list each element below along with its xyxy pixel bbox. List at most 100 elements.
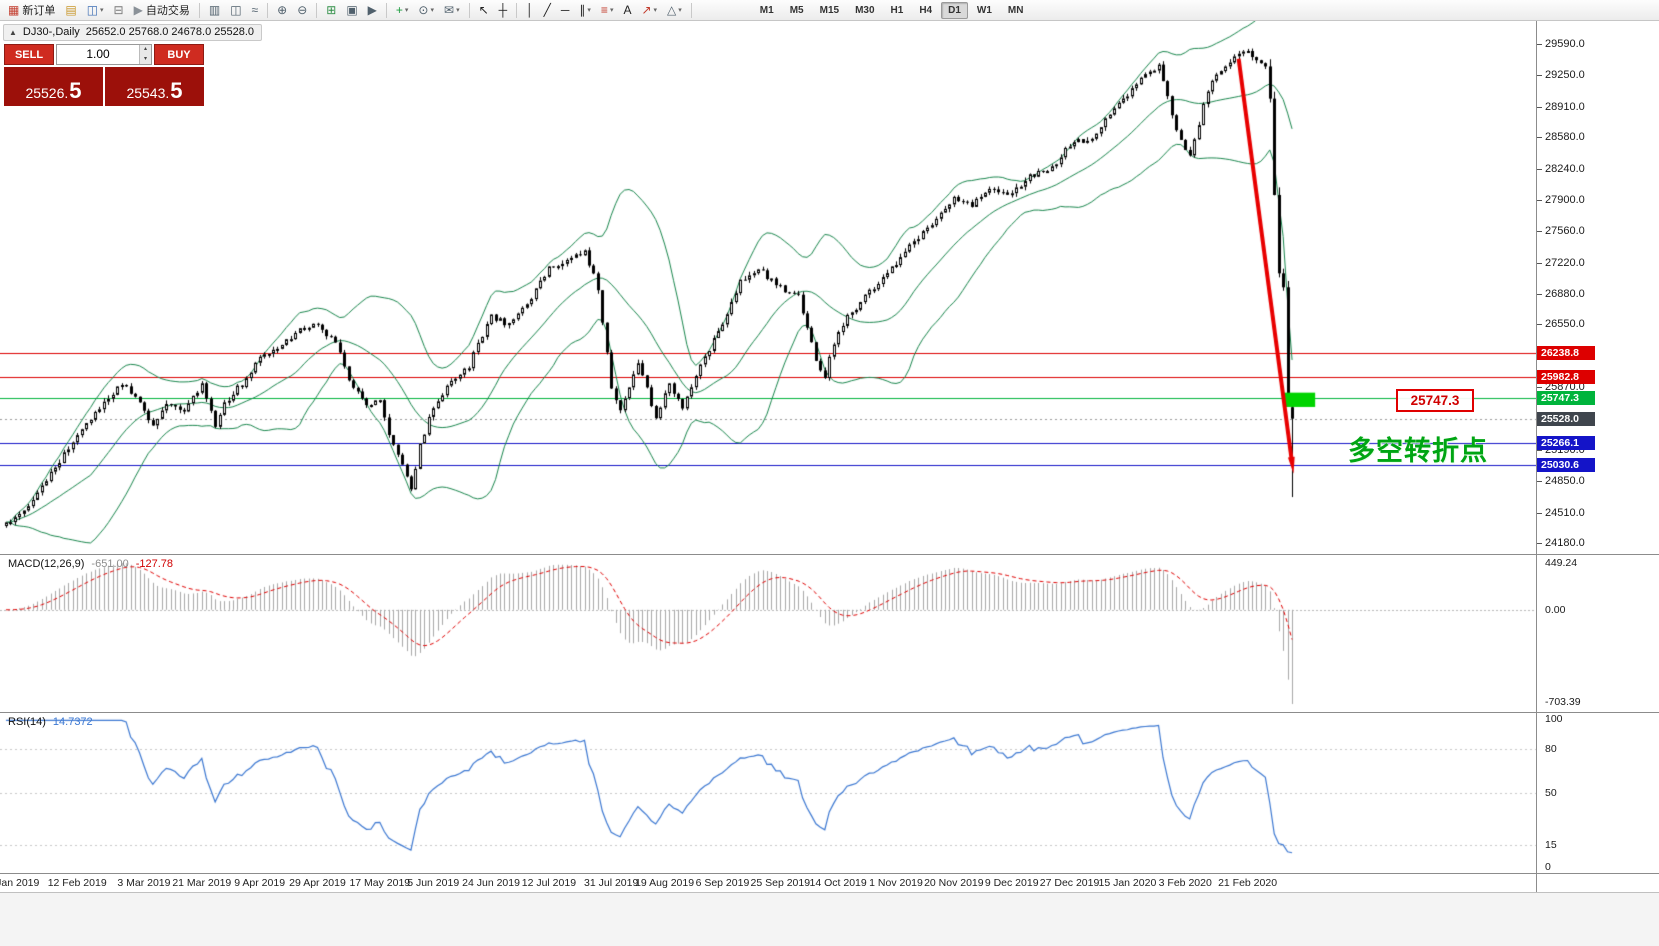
auto-scroll-icon[interactable]: ▶ <box>364 0 381 20</box>
sell-price-display[interactable]: 25526. 5 <box>4 67 103 106</box>
arrow-tool-icon[interactable]: ↗ ▾ <box>637 0 661 20</box>
toolbar-separator <box>316 2 318 18</box>
timeframe-button-h1[interactable]: H1 <box>890 4 904 16</box>
horizontal-line-icon: ─ <box>560 3 570 17</box>
profiles-icon[interactable]: ◫ ▾ <box>83 0 108 20</box>
panel-splitter[interactable] <box>0 712 1659 713</box>
date-tick-label: 14 Oct 2019 <box>809 877 867 889</box>
new-order-button-label: 新订单 <box>22 5 56 17</box>
fibonacci-icon[interactable]: ≡ ▾ <box>597 0 618 20</box>
buy-price-base: 25543. <box>126 85 170 101</box>
toolbar-separator <box>385 2 387 18</box>
timeframe-bar: M1 M5 M15 M30 H1 H4 D1 W1 MN <box>752 1 1032 19</box>
dropdown-chevron-icon[interactable]: ▾ <box>404 7 409 14</box>
bar-chart-icon[interactable]: ▥ <box>205 0 224 20</box>
add-indicator-icon: + <box>395 3 403 17</box>
crosshair-icon: ┼ <box>498 3 508 17</box>
period-icon[interactable]: ⊙ ▾ <box>414 0 438 20</box>
dropdown-chevron-icon[interactable]: ▾ <box>456 7 460 14</box>
price-badge: 25528.0 <box>1537 411 1595 426</box>
zoom-out-icon[interactable]: ⊖ <box>293 0 311 20</box>
macd-canvas[interactable] <box>0 555 1536 712</box>
cursor-icon[interactable]: ↖ <box>475 0 493 20</box>
dropdown-chevron-icon[interactable]: ▾ <box>430 7 434 14</box>
trendline-icon[interactable]: ╱ <box>540 0 555 20</box>
template-icon: ✉ <box>444 3 455 17</box>
buy-button[interactable]: BUY <box>154 44 204 65</box>
text-icon[interactable]: A <box>619 0 635 20</box>
rsi-canvas[interactable] <box>0 713 1536 873</box>
dropdown-chevron-icon[interactable]: ▾ <box>587 7 591 14</box>
main-chart-canvas[interactable] <box>0 21 1536 554</box>
panel-splitter[interactable] <box>0 873 1659 874</box>
timeframe-button-w1[interactable]: W1 <box>976 4 992 16</box>
chart-header: ▲ DJ30-,Daily 25652.0 25768.0 24678.0 25… <box>3 24 262 41</box>
chart-shift-icon[interactable]: ▣ <box>342 0 361 20</box>
dropdown-chevron-icon[interactable]: ▾ <box>100 7 104 14</box>
chart-ohlc-label: 25652.0 25768.0 24678.0 25528.0 <box>85 26 254 38</box>
volume-value[interactable]: 1.00 <box>86 47 110 61</box>
sell-button[interactable]: SELL <box>4 44 54 65</box>
trendline-icon: ╱ <box>543 3 551 17</box>
rsi-axis-label: 100 <box>1545 713 1563 725</box>
timeframe-button-m30[interactable]: M30 <box>855 4 875 16</box>
price-tick-label: 24510.0 <box>1537 506 1585 519</box>
date-tick-label: 5 Jun 2019 <box>407 877 460 889</box>
dropdown-chevron-icon[interactable]: ▾ <box>653 7 658 14</box>
macd-signal-value: -127.78 <box>135 558 174 570</box>
one-click-collapse-icon[interactable]: ▲ <box>9 27 17 37</box>
zoom-in-icon[interactable]: ⊕ <box>273 0 291 20</box>
price-tick-label: 29590.0 <box>1537 38 1585 50</box>
date-tick-label: 27 Dec 2019 <box>1039 877 1100 889</box>
price-tick-label: 26550.0 <box>1537 318 1585 331</box>
timeframe-button-mn[interactable]: MN <box>1007 4 1024 16</box>
cursor-icon: ↖ <box>478 3 489 17</box>
auto-trading-icon: ▶ <box>133 3 143 17</box>
price-tick-label: 25870.0 <box>1537 381 1585 394</box>
dropdown-chevron-icon[interactable]: ▾ <box>678 7 682 14</box>
buy-price-display[interactable]: 25543. 5 <box>105 67 204 106</box>
dropdown-chevron-icon[interactable]: ▾ <box>609 7 614 14</box>
date-tick-label: 23 Jan 2019 <box>0 877 40 889</box>
timeframe-button-h4[interactable]: H4 <box>919 4 933 16</box>
market-watch-icon[interactable]: ⊟ <box>110 0 128 20</box>
date-tick-label: 24 Jun 2019 <box>462 877 520 889</box>
timeframe-button-m5[interactable]: M5 <box>789 4 804 16</box>
volume-field[interactable]: 1.00 ▴ ▾ <box>56 44 152 65</box>
volume-up-button[interactable]: ▴ <box>140 45 151 55</box>
timeframe-button-m1[interactable]: M1 <box>759 4 774 16</box>
toolbar-separator <box>468 2 470 18</box>
add-indicator-icon[interactable]: + ▾ <box>392 0 413 20</box>
candlestick-chart-icon: ◫ <box>230 3 242 17</box>
template-icon[interactable]: ✉ ▾ <box>440 0 464 20</box>
auto-trading-button[interactable]: ▶ 自动交易 <box>130 0 194 20</box>
vertical-line-icon: │ <box>526 3 534 17</box>
horizontal-line-icon[interactable]: ─ <box>557 0 574 20</box>
price-axis[interactable]: 29590.0 29250.0 28910.0 28580.0 28240.0 27900… <box>1536 21 1659 892</box>
price-badge: 25747.3 <box>1537 391 1595 406</box>
text-icon: A <box>623 3 632 17</box>
vertical-line-icon[interactable]: │ <box>522 0 538 20</box>
channel-icon[interactable]: ∥ ▾ <box>575 0 595 20</box>
shapes-icon[interactable]: △ ▾ <box>663 0 686 20</box>
new-order-button[interactable]: ▦ 新订单 <box>4 0 59 20</box>
price-callout[interactable]: 25747.3 <box>1396 389 1474 412</box>
line-chart-icon[interactable]: ≈ <box>248 0 263 20</box>
date-tick-label: 12 Feb 2019 <box>47 877 107 889</box>
new-chart-icon[interactable]: ▤ <box>61 0 80 20</box>
turning-point-label[interactable]: 多空转折点 <box>1348 436 1488 466</box>
date-tick-label: 19 Aug 2019 <box>635 877 695 889</box>
candlestick-chart-icon[interactable]: ◫ <box>226 0 245 20</box>
date-tick-label: 9 Dec 2019 <box>984 877 1039 889</box>
crosshair-icon[interactable]: ┼ <box>495 0 512 20</box>
timeframe-button-d1[interactable]: D1 <box>941 1 968 19</box>
tile-windows-icon[interactable]: ⊞ <box>322 0 340 20</box>
panel-splitter[interactable] <box>0 554 1659 555</box>
timeframe-button-m15[interactable]: M15 <box>819 4 840 16</box>
chart-shift-icon: ▣ <box>346 3 358 17</box>
toolbar-separator <box>198 2 200 18</box>
date-tick-label: 21 Feb 2020 <box>1218 877 1278 889</box>
volume-down-button[interactable]: ▾ <box>140 54 151 64</box>
date-tick-label: 25 Sep 2019 <box>750 877 811 889</box>
